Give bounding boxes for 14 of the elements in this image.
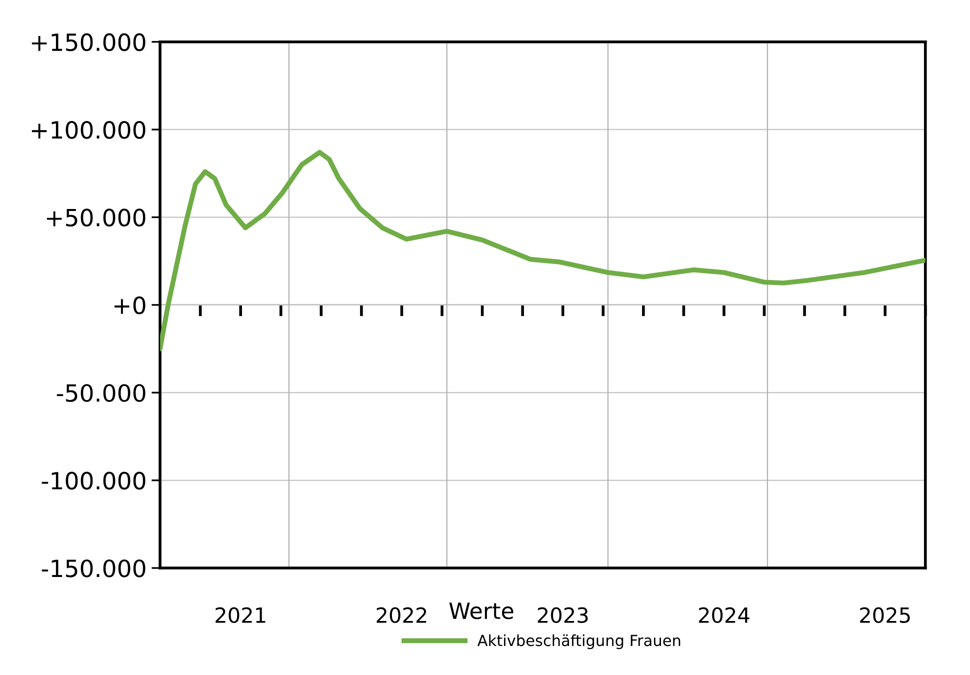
y-tick-label: +100.000 bbox=[32, 120, 146, 139]
x-tick-label: 2024 bbox=[698, 607, 750, 624]
y-tick-label: +0 bbox=[114, 296, 146, 314]
x-tick-label: 2022 bbox=[376, 607, 426, 624]
y-tick-label: -150.000 bbox=[42, 559, 146, 578]
x-tick-label: 2021 bbox=[216, 607, 266, 624]
y-tick-label: +50.000 bbox=[46, 208, 146, 227]
y-tick-label: -100.000 bbox=[42, 472, 146, 490]
legend-label: Aktivbeschäftigung Frauen bbox=[477, 634, 680, 650]
y-tick-label: -50.000 bbox=[56, 384, 146, 402]
y-tick-label: +150.000 bbox=[32, 33, 146, 52]
x-axis-title: Werte bbox=[449, 602, 514, 620]
x-tick-label: 2023 bbox=[538, 607, 588, 624]
x-tick-label: 2025 bbox=[860, 607, 910, 624]
